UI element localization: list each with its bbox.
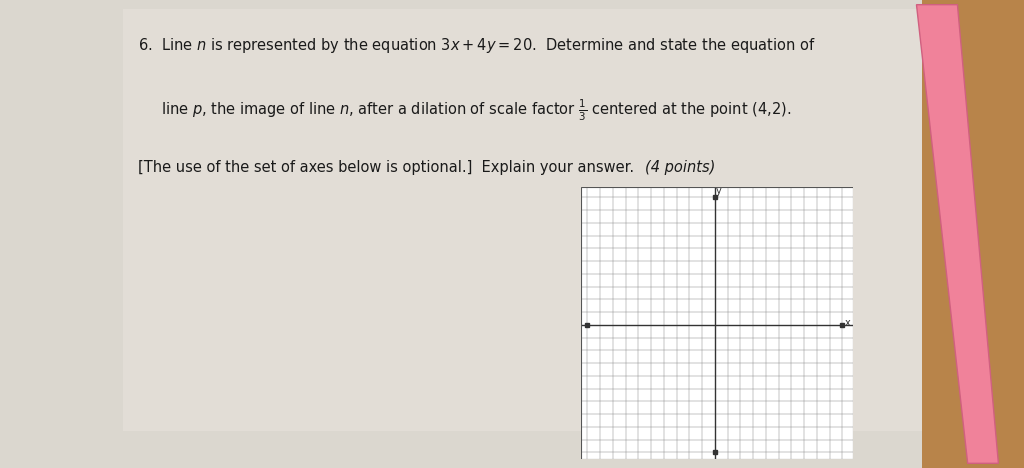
Text: x: x (845, 318, 850, 328)
FancyBboxPatch shape (123, 9, 922, 431)
Text: line $p$, the image of line $n$, after a dilation of scale factor $\frac{1}{3}$ : line $p$, the image of line $n$, after a… (162, 98, 792, 123)
Polygon shape (916, 5, 998, 463)
FancyBboxPatch shape (0, 0, 922, 468)
Text: [The use of the set of axes below is optional.]  Explain your answer.: [The use of the set of axes below is opt… (138, 160, 634, 175)
Text: (4 points): (4 points) (645, 160, 716, 175)
FancyBboxPatch shape (891, 0, 1024, 468)
Text: 6.  Line $n$ is represented by the equation $3x+4y=20$.  Determine and state the: 6. Line $n$ is represented by the equati… (138, 36, 816, 55)
FancyBboxPatch shape (635, 0, 1024, 468)
Text: y: y (716, 186, 722, 196)
